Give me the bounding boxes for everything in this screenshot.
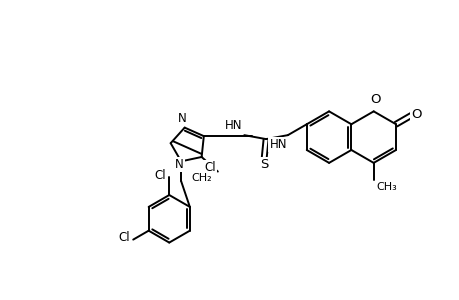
Text: O: O	[410, 108, 421, 121]
Text: Cl: Cl	[204, 161, 215, 174]
Text: CH₃: CH₃	[376, 182, 397, 192]
Text: Cl: Cl	[118, 231, 130, 244]
Text: O: O	[369, 93, 380, 106]
Text: Cl: Cl	[154, 169, 166, 182]
Text: HN: HN	[269, 138, 286, 151]
Text: N: N	[178, 112, 187, 124]
Text: HN: HN	[224, 119, 242, 132]
Text: N: N	[174, 158, 183, 171]
Text: S: S	[259, 158, 268, 171]
Text: CH₂: CH₂	[190, 173, 211, 183]
